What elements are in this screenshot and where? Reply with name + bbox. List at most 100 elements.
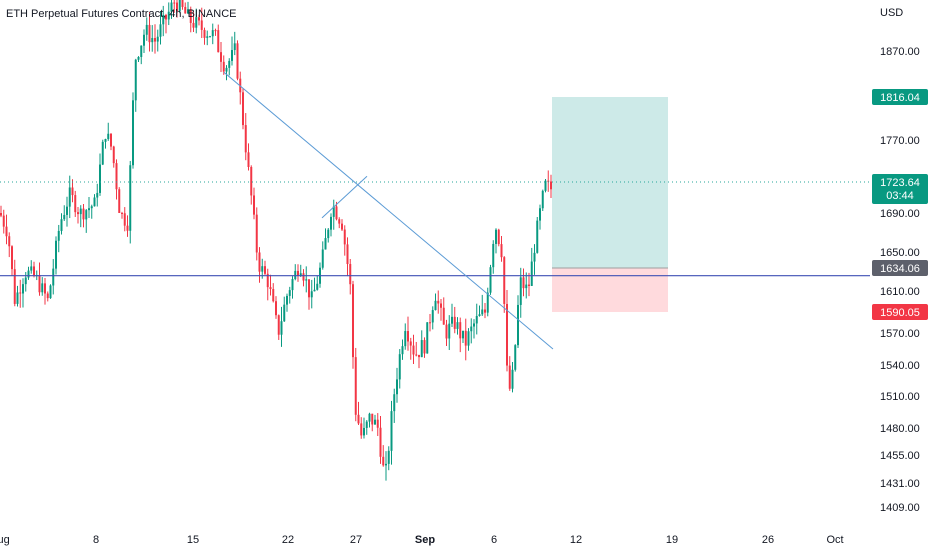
candle-body	[404, 331, 407, 347]
candle-body	[448, 323, 451, 339]
candle-body	[418, 354, 420, 358]
time-tick-label: 15	[187, 534, 199, 546]
candle-body	[470, 326, 473, 332]
candle-body	[247, 152, 250, 167]
candle-body	[426, 322, 429, 354]
candle-body	[387, 450, 390, 464]
candle-body	[508, 365, 511, 389]
candle-body	[528, 284, 530, 286]
candle-body	[211, 30, 214, 37]
candle-body	[220, 52, 222, 62]
candle-body	[66, 206, 68, 215]
candle-body	[420, 340, 423, 358]
candle-body	[22, 284, 24, 294]
candle-body	[154, 38, 156, 42]
stop-tag-label: 1590.05	[880, 307, 920, 319]
time-tick-label: 19	[666, 534, 678, 546]
candle-body	[462, 330, 464, 339]
candle-body	[99, 164, 101, 193]
candle-body	[492, 243, 495, 268]
candle-body	[547, 180, 550, 182]
candle-body	[74, 195, 77, 213]
candle-body	[310, 291, 313, 298]
candle-body	[258, 252, 261, 272]
price-tick-label: 1455.00	[880, 450, 920, 462]
candle-body	[464, 330, 467, 346]
candle-body	[2, 215, 5, 227]
candle-body	[385, 463, 387, 466]
candle-body	[214, 30, 217, 32]
candle-body	[497, 229, 500, 245]
candle-body	[46, 293, 49, 299]
candle-body	[222, 61, 225, 72]
candle-body	[60, 219, 63, 231]
candle-body	[110, 133, 112, 147]
time-axis[interactable]: Aug 8 15 22 27 Sep 6 12 19 26 Oct	[0, 534, 844, 546]
candle-body	[148, 24, 151, 43]
candle-body	[357, 414, 360, 424]
candle-body	[313, 289, 316, 292]
candle-body	[253, 195, 255, 215]
candle-body	[187, 9, 189, 14]
candle-body	[266, 273, 269, 288]
candle-body	[368, 413, 371, 422]
candle-body	[291, 279, 294, 291]
candle-body	[294, 270, 297, 280]
candle-body	[189, 9, 192, 23]
candle-body	[192, 22, 195, 28]
current-price-tag-bg	[872, 174, 928, 204]
time-tick-label: 12	[570, 534, 582, 546]
price-tick-label: 1540.00	[880, 360, 920, 372]
candle-body	[467, 331, 470, 346]
candle-body	[16, 292, 19, 304]
candle-body	[415, 354, 418, 356]
candle-body	[231, 50, 233, 61]
candle-body	[511, 369, 514, 389]
candle-body	[129, 165, 132, 231]
candle-body	[517, 304, 519, 346]
candle-body	[297, 270, 299, 276]
candle-body	[90, 206, 93, 209]
candle-body	[363, 427, 365, 436]
candle-body	[167, 11, 170, 20]
candle-body	[93, 197, 96, 207]
candle-body	[96, 192, 99, 198]
trendline	[223, 71, 554, 350]
candle-body	[275, 301, 277, 316]
candle-body	[277, 315, 280, 335]
candle-body	[79, 208, 82, 215]
loss-zone[interactable]	[552, 268, 668, 312]
candle-body	[244, 125, 247, 153]
candle-body	[442, 307, 445, 325]
candle-body	[280, 321, 283, 335]
candle-body	[409, 341, 412, 346]
candle-body	[407, 331, 409, 342]
candle-body	[453, 316, 456, 329]
candle-body	[522, 277, 525, 289]
candle-body	[503, 257, 506, 304]
candle-body	[261, 266, 264, 272]
candle-body	[57, 230, 60, 241]
candle-body	[346, 244, 349, 265]
candle-body	[332, 206, 335, 217]
candle-body	[236, 43, 239, 79]
candle-body	[341, 223, 343, 230]
candle-body	[165, 14, 167, 20]
candle-body	[423, 340, 426, 354]
candle-body	[536, 220, 539, 253]
candle-body	[203, 29, 206, 38]
candle-body	[550, 181, 552, 190]
price-axis[interactable]: USD 1870.00 1770.00 1690.00 1650.00 1610.00 1…	[880, 7, 920, 514]
candle-body	[132, 100, 134, 166]
current-price-tag-label: 1723.64	[880, 177, 920, 189]
entry-tag-bg	[872, 260, 928, 276]
candle-body	[107, 133, 110, 140]
profit-zone[interactable]	[552, 97, 668, 268]
candle-body	[308, 279, 310, 298]
candle-body	[519, 277, 522, 305]
candle-body	[11, 246, 13, 270]
candle-body	[398, 354, 401, 380]
candle-body	[206, 36, 209, 38]
